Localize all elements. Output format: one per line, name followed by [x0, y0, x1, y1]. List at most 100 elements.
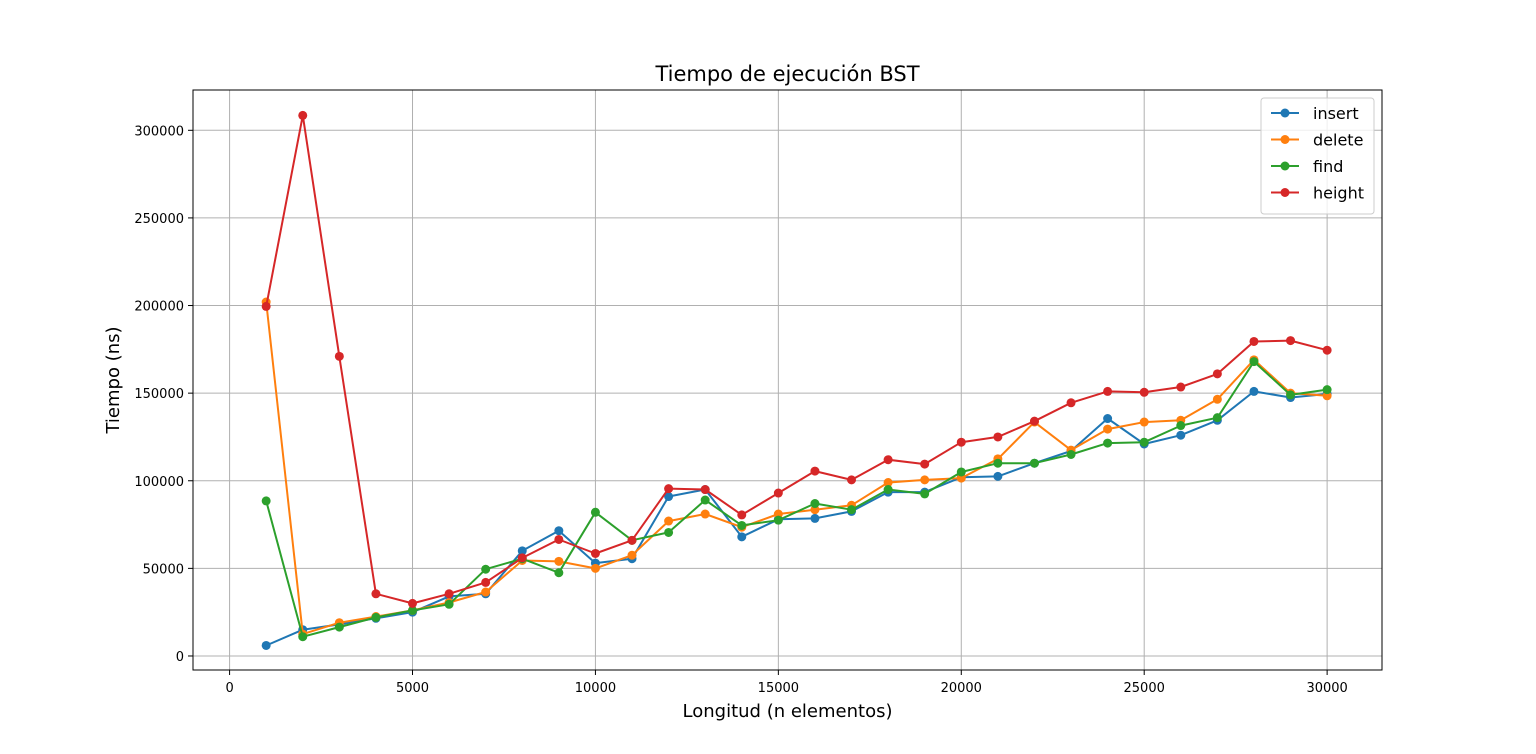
data-point-height — [993, 432, 1003, 442]
data-point-delete — [554, 556, 564, 566]
data-point-height — [590, 548, 600, 558]
data-point-height — [554, 534, 564, 544]
data-point-find — [444, 599, 454, 609]
series-layer — [261, 110, 1332, 650]
legend-item-height: height — [1271, 184, 1364, 203]
data-point-find — [956, 467, 966, 477]
data-point-find — [408, 605, 418, 615]
data-point-insert — [1103, 414, 1113, 424]
data-point-find — [664, 527, 674, 537]
series-line-height — [265, 114, 1328, 605]
data-point-find — [700, 495, 710, 505]
data-point-find — [773, 515, 783, 525]
grid — [193, 90, 1382, 670]
y-tick-label: 150000 — [134, 387, 184, 402]
legend-label: height — [1313, 184, 1364, 203]
data-point-delete — [590, 563, 600, 573]
data-point-find — [847, 505, 857, 515]
data-point-find — [883, 485, 893, 495]
data-point-height — [1212, 369, 1222, 379]
data-point-find — [334, 622, 344, 632]
legend-item-insert: insert — [1271, 104, 1359, 123]
data-point-height — [1066, 398, 1076, 408]
data-point-height — [773, 488, 783, 498]
data-point-height — [371, 589, 381, 599]
x-tick-label: 30000 — [1306, 681, 1347, 696]
legend: insert delete find height — [1260, 97, 1375, 215]
data-point-insert — [1176, 430, 1186, 440]
data-point-find — [1103, 438, 1113, 448]
data-point-height — [298, 110, 308, 120]
y-tick-label: 250000 — [134, 212, 184, 227]
data-point-delete — [664, 516, 674, 526]
data-point-height — [737, 510, 747, 520]
data-point-find — [371, 612, 381, 622]
data-point-insert — [737, 532, 747, 542]
legend-label: delete — [1313, 131, 1363, 150]
y-tick-label: 200000 — [134, 300, 184, 315]
data-point-height — [1029, 416, 1039, 426]
data-point-delete — [1139, 417, 1149, 427]
data-point-height — [664, 484, 674, 494]
data-point-find — [920, 489, 930, 499]
data-point-find — [1286, 390, 1296, 400]
x-tick-label: 15000 — [758, 681, 799, 696]
data-point-height — [847, 475, 857, 485]
data-point-insert — [554, 526, 564, 536]
data-point-height — [517, 553, 527, 563]
data-point-delete — [700, 509, 710, 519]
data-point-height — [1249, 336, 1259, 346]
data-point-find — [1212, 413, 1222, 423]
data-point-height — [700, 485, 710, 495]
legend-item-delete: delete — [1271, 131, 1363, 150]
data-point-insert — [517, 546, 527, 556]
chart-title: Tiempo de ejecución BST — [654, 62, 919, 86]
data-point-delete — [481, 587, 491, 597]
data-point-delete — [627, 550, 637, 560]
data-point-delete — [920, 475, 930, 485]
series-line-insert — [265, 390, 1328, 647]
data-point-find — [1139, 437, 1149, 447]
data-point-insert — [993, 471, 1003, 481]
plot-frame — [192, 89, 1383, 671]
y-axis-title: Tiempo (ns) — [103, 326, 124, 434]
data-point-find — [298, 632, 308, 642]
data-point-find — [1249, 357, 1259, 367]
series-height — [261, 110, 1332, 608]
data-point-find — [590, 507, 600, 517]
legend-label: insert — [1313, 104, 1359, 123]
data-point-height — [1322, 345, 1332, 355]
legend-swatch-marker — [1280, 135, 1290, 144]
data-point-height — [481, 577, 491, 587]
data-point-find — [261, 496, 271, 506]
x-tick-label: 10000 — [575, 681, 616, 696]
data-point-insert — [1249, 386, 1259, 396]
data-point-find — [993, 458, 1003, 468]
data-point-height — [261, 301, 271, 311]
legend-swatch-marker — [1280, 188, 1290, 197]
y-tick-label: 300000 — [134, 124, 184, 139]
data-point-find — [1066, 449, 1076, 459]
data-point-height — [956, 437, 966, 447]
data-point-find — [810, 499, 820, 509]
legend-swatch-marker — [1280, 161, 1290, 171]
data-point-insert — [810, 513, 820, 523]
data-point-height — [334, 351, 344, 361]
ticks: 0 5000 10000 15000 20000 25000 300000500001000… — [134, 124, 1347, 696]
data-point-height — [920, 459, 930, 469]
data-point-find — [1322, 385, 1332, 395]
series-line-find — [265, 360, 1328, 638]
data-point-insert — [261, 640, 271, 650]
y-tick-label: 50000 — [143, 562, 184, 577]
x-tick-label: 20000 — [941, 681, 982, 696]
data-point-height — [1286, 336, 1296, 346]
x-axis-title: Longitud (n elementos) — [683, 701, 893, 722]
data-point-find — [1029, 458, 1039, 468]
y-tick-label: 100000 — [134, 475, 184, 490]
data-point-find — [481, 564, 491, 574]
data-point-height — [1139, 387, 1149, 397]
legend-label: find — [1313, 157, 1343, 176]
y-tick-label: 0 — [176, 650, 184, 665]
data-point-height — [444, 589, 454, 599]
data-point-height — [627, 535, 637, 545]
